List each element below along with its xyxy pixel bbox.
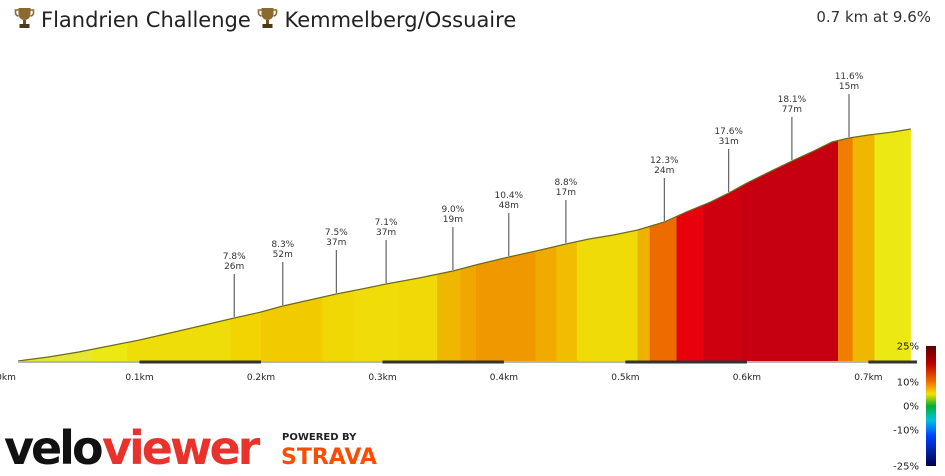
strava-logo: STRAVA [281,445,377,470]
x-tick-label: 0.7km [854,373,882,383]
page-title: Flandrien Challenge Kemmelberg/Ossuaire [14,6,516,33]
annotation-length: 19m [443,215,463,225]
annotation-length: 17m [556,188,576,198]
annotation-length: 77m [782,105,802,115]
grade-band [637,129,651,362]
grade-band [535,129,557,362]
grade-band [90,129,128,362]
climb-name: Kemmelberg/Ossuaire [284,8,517,32]
annotation-length: 37m [326,238,346,248]
legend-label: -10% [893,426,919,437]
annotation-grade: 10.4% [495,191,524,201]
trophy-icon [14,8,35,28]
logo-viewer: viewer [102,421,261,472]
logo-velo: velo [4,421,102,472]
grade-band [398,129,438,362]
grade-legend: 25% 10% 0% -10% -25% [893,342,936,473]
annotation-length: 52m [273,250,293,260]
annotation-length: 37m [376,228,396,238]
grade-band [556,129,578,362]
grade-band [852,129,876,362]
annotation-grade: 7.1% [375,218,398,228]
trophy-icon [258,8,278,28]
legend-color-bar [926,346,936,466]
segment-name: Flandrien Challenge [41,8,251,32]
veloviewer-logo: velo viewer POWERED BY STRAVA [4,421,377,475]
grade-band [576,129,639,362]
x-tick-label: 0.6km [733,373,761,383]
x-tick-label: 0.1km [125,373,153,383]
x-tick-label: 0.2km [247,373,275,383]
legend-label: -25% [893,462,919,473]
annotation-length: 31m [719,137,739,147]
annotation-grade: 8.8% [554,178,577,188]
elevation-outline [17,128,911,362]
x-tick-label: 0.4km [490,373,518,383]
annotation-length: 48m [499,201,519,211]
annotation-grade: 7.8% [223,252,246,262]
grade-band [874,129,911,362]
grade-band [740,129,839,362]
x-tick-label: 0.5km [611,373,639,383]
annotation-grade: 17.6% [714,127,743,137]
grade-band [838,129,854,362]
annotation-grade: 11.6% [835,72,864,82]
grade-band [460,129,477,362]
legend-label: 10% [897,378,919,389]
branding: velo viewer POWERED BY STRAVA [4,420,394,475]
annotation-grade: 7.5% [325,228,348,238]
annotation-length: 15m [839,82,859,92]
annotation-grade: 18.1% [778,95,807,105]
grade-bands [18,129,911,362]
annotation-grade: 9.0% [441,205,464,215]
x-tick-label: 0.3km [368,373,396,383]
legend-label: 0% [903,402,919,413]
grade-band [18,129,92,362]
annotation-length: 26m [224,262,244,272]
grade-band [476,129,537,362]
distance-axis: 0km 0.1km 0.2km 0.3km 0.4km 0.5km 0.6km 0.7km [0,360,917,383]
annotation-grade: 8.3% [271,240,294,250]
grade-band [676,129,704,362]
legend-label: 25% [897,342,919,353]
climb-summary: 0.7 km at 9.6% [816,8,931,26]
annotation-grade: 12.3% [650,156,679,166]
powered-by-label: POWERED BY [282,432,357,443]
grade-band [437,129,461,362]
grade-band [261,129,323,362]
grade-annotations: 7.8%26m8.3%52m7.5%37m7.1%37m9.0%19m10.4%… [223,72,864,317]
grade-band [230,129,262,362]
annotation-length: 24m [654,166,674,176]
grade-band [649,129,677,362]
x-tick-label: 0km [0,373,16,383]
